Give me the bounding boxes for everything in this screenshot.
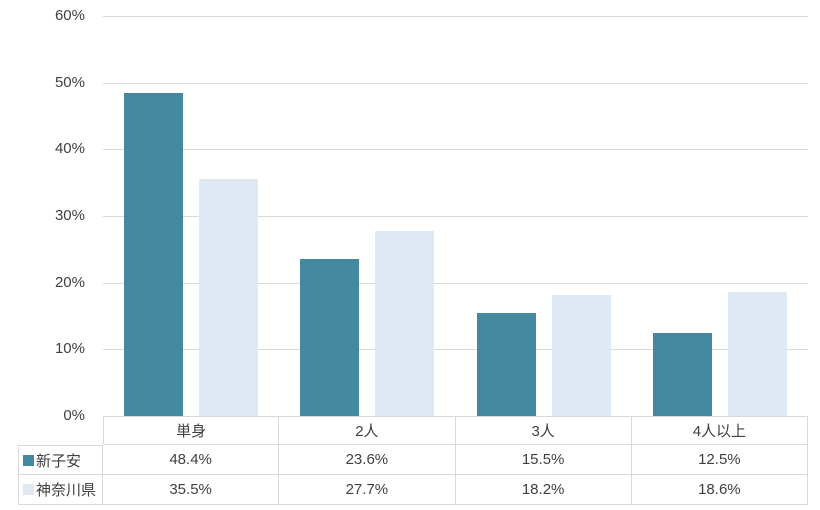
value-cell: 27.7% xyxy=(279,475,456,505)
bar-series-1-cat-0 xyxy=(199,179,259,416)
value-cell: 12.5% xyxy=(631,445,808,475)
y-axis-tick-label: 60% xyxy=(54,7,85,24)
gridline xyxy=(103,349,808,351)
gridline xyxy=(103,282,808,284)
table-header-row: 単身 2人 3人 4人以上 xyxy=(18,416,808,445)
bar-groups xyxy=(103,16,808,416)
data-table: 単身 2人 3人 4人以上新子安 48.4% 23.6% 15.5% 12.5% 神奈川県 35.… xyxy=(18,416,808,505)
y-axis-tick-label: 10% xyxy=(54,340,85,358)
table-row: 新子安 48.4% 23.6% 15.5% 12.5% xyxy=(18,445,808,475)
value-cell: 23.6% xyxy=(279,445,456,475)
category-header-cell: 4人以上 xyxy=(631,416,808,445)
legend-swatch-icon xyxy=(23,484,34,495)
gridline xyxy=(103,16,808,17)
value-cell: 48.4% xyxy=(103,445,280,475)
bar-group xyxy=(456,16,632,416)
bar-series-1-cat-2 xyxy=(551,294,611,416)
bar-group xyxy=(279,16,455,416)
value-cell: 15.5% xyxy=(455,445,632,475)
category-header-cell: 2人 xyxy=(279,416,456,445)
table-corner-spacer xyxy=(18,416,103,445)
bar-series-1-cat-1 xyxy=(375,231,435,416)
value-cell: 35.5% xyxy=(103,475,280,505)
legend-cell: 新子安 xyxy=(18,445,103,475)
series-name-label: 神奈川県 xyxy=(36,482,97,499)
category-header-cell: 3人 xyxy=(455,416,632,445)
value-cell: 18.2% xyxy=(455,475,632,505)
category-header-cell: 単身 xyxy=(103,416,280,445)
bar-series-0-cat-0 xyxy=(124,93,184,416)
series-name-label: 新子安 xyxy=(36,452,82,470)
gridline xyxy=(103,82,808,84)
gridline xyxy=(103,149,808,151)
bar-series-1-cat-3 xyxy=(727,292,787,416)
legend-swatch-icon xyxy=(23,454,34,466)
y-axis-tick-label: 0% xyxy=(63,407,85,424)
plot-area xyxy=(103,16,808,416)
bar-group xyxy=(632,16,808,416)
gridline xyxy=(103,216,808,217)
legend-cell: 神奈川県 xyxy=(18,475,103,505)
table-row: 神奈川県 35.5% 27.7% 18.2% 18.6% xyxy=(18,475,808,505)
y-axis-tick-label: 20% xyxy=(54,273,85,291)
bar-series-0-cat-2 xyxy=(476,312,536,416)
bar-group xyxy=(103,16,279,416)
y-axis-tick-label: 40% xyxy=(54,140,85,158)
y-axis-tick-label: 50% xyxy=(54,73,85,91)
bar-series-0-cat-3 xyxy=(652,332,712,416)
bar-series-0-cat-1 xyxy=(300,258,360,416)
value-cell: 18.6% xyxy=(631,475,808,505)
y-axis-tick-label: 30% xyxy=(54,207,85,224)
